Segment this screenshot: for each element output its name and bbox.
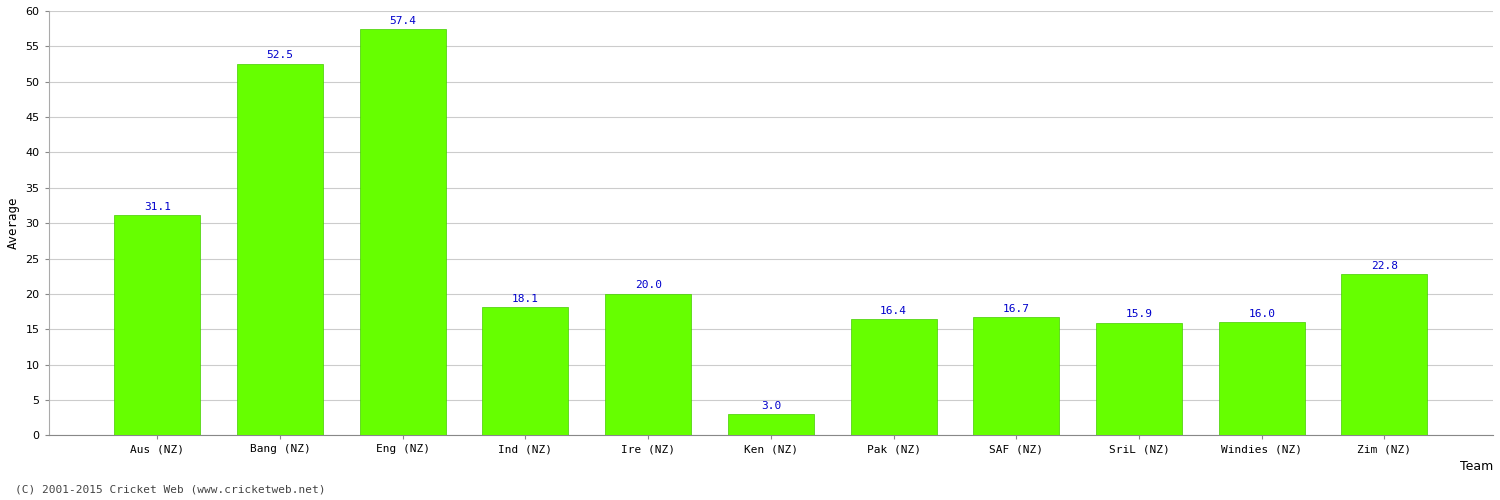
Bar (114, 216, 200, 436)
Text: 16.4: 16.4 (880, 306, 908, 316)
Text: 31.1: 31.1 (144, 202, 171, 212)
Text: 18.1: 18.1 (512, 294, 538, 304)
Text: 22.8: 22.8 (1371, 260, 1398, 270)
Bar (1220, 322, 1305, 436)
Y-axis label: Average: Average (8, 197, 20, 250)
Text: 15.9: 15.9 (1125, 310, 1152, 320)
Bar (360, 30, 446, 436)
Bar (483, 308, 568, 436)
Text: 57.4: 57.4 (388, 16, 416, 26)
Text: 16.0: 16.0 (1248, 308, 1275, 318)
Text: 20.0: 20.0 (634, 280, 662, 290)
Text: 16.7: 16.7 (1004, 304, 1031, 314)
Bar (1341, 274, 1428, 436)
Bar (1096, 323, 1182, 436)
Text: 52.5: 52.5 (267, 50, 294, 60)
Bar (974, 318, 1059, 436)
X-axis label: Team: Team (1460, 460, 1492, 473)
Text: 3.0: 3.0 (760, 400, 782, 410)
Text: (C) 2001-2015 Cricket Web (www.cricketweb.net): (C) 2001-2015 Cricket Web (www.cricketwe… (15, 485, 326, 495)
Bar (850, 320, 936, 436)
Bar (728, 414, 815, 436)
Bar (604, 294, 692, 436)
Bar (237, 64, 322, 436)
